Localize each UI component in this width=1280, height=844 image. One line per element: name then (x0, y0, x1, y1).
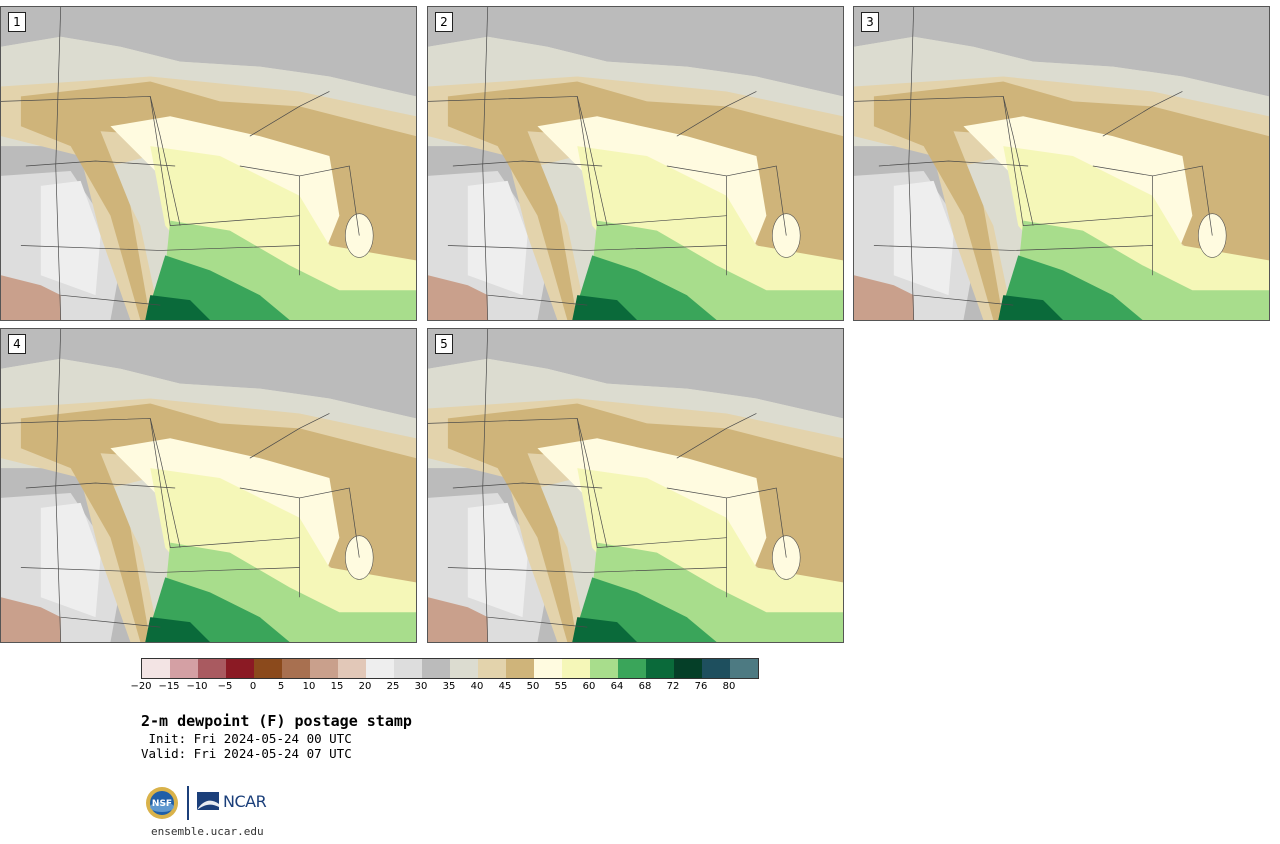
ensemble-member-panel-3: 3 (853, 6, 1270, 321)
color-scale-swatch (478, 659, 506, 678)
color-scale-tick-label: 64 (610, 681, 624, 692)
color-scale-swatch (142, 659, 170, 678)
color-scale-swatch (506, 659, 534, 678)
color-scale-swatch (310, 659, 338, 678)
color-scale-swatch (226, 659, 254, 678)
color-scale-tick-label: 80 (722, 681, 736, 692)
color-scale-swatch (198, 659, 226, 678)
panel-number: 4 (8, 334, 26, 354)
panel-number: 3 (861, 12, 879, 32)
panel-number: 5 (435, 334, 453, 354)
dewpoint-map (428, 329, 843, 642)
color-scale-tick-label: −15 (158, 681, 180, 692)
color-scale-swatch (170, 659, 198, 678)
color-scale-swatch (646, 659, 674, 678)
color-scale-tick-label: 55 (554, 681, 568, 692)
svg-text:NSF: NSF (152, 799, 172, 809)
color-scale-swatch (282, 659, 310, 678)
color-scale-swatch (730, 659, 758, 678)
color-scale-tick-label: 72 (666, 681, 680, 692)
color-scale-swatch (422, 659, 450, 678)
color-scale-swatch (674, 659, 702, 678)
ensemble-member-panel-4: 4 (0, 328, 417, 643)
color-scale-swatch (450, 659, 478, 678)
color-scale-tick-label: 10 (302, 681, 316, 692)
ensemble-member-panel-5: 5 (427, 328, 844, 643)
color-scale-tick-label: −10 (186, 681, 208, 692)
color-scale-tick-label: 30 (414, 681, 428, 692)
color-scale-swatch (254, 659, 282, 678)
color-scale-tick-label: 45 (498, 681, 512, 692)
color-scale-swatch (338, 659, 366, 678)
color-scale-tick-label: 35 (442, 681, 456, 692)
color-scale-swatch (394, 659, 422, 678)
dewpoint-map (1, 7, 416, 320)
color-scale-swatch (590, 659, 618, 678)
product-title: 2-m dewpoint (F) postage stamp (141, 712, 412, 730)
init-time: Init: Fri 2024-05-24 00 UTC (141, 731, 352, 746)
color-scale-swatch (562, 659, 590, 678)
valid-time: Valid: Fri 2024-05-24 07 UTC (141, 746, 352, 761)
color-scale-tick-label: 40 (470, 681, 484, 692)
color-scale-tick-label: −5 (217, 681, 233, 692)
color-scale-tick-label: 25 (386, 681, 400, 692)
color-scale-bar (141, 658, 759, 679)
ensemble-member-panel-1: 1 (0, 6, 417, 321)
dewpoint-map (1, 329, 416, 642)
ncar-logo-icon (197, 792, 219, 810)
color-scale-tick-label: 60 (582, 681, 596, 692)
panel-number: 1 (8, 12, 26, 32)
color-scale-tick-label: 0 (249, 681, 257, 692)
logo-divider (187, 786, 189, 820)
color-scale-tick-label: 20 (358, 681, 372, 692)
nsf-logo-icon: NSF (146, 787, 178, 819)
panel-number: 2 (435, 12, 453, 32)
color-scale-tick-label: 68 (638, 681, 652, 692)
ensemble-member-panel-2: 2 (427, 6, 844, 321)
color-scale-swatch (702, 659, 730, 678)
dewpoint-map (854, 7, 1269, 320)
dewpoint-map (428, 7, 843, 320)
color-scale-tick-label: 76 (694, 681, 708, 692)
color-scale-tick-label: 15 (330, 681, 344, 692)
color-scale-swatch (618, 659, 646, 678)
color-scale-tick-label: 5 (277, 681, 285, 692)
color-scale-swatch (534, 659, 562, 678)
color-scale-swatch (366, 659, 394, 678)
color-scale-tick-label: 50 (526, 681, 540, 692)
color-scale-tick-label: −20 (130, 681, 152, 692)
site-url: ensemble.ucar.edu (151, 825, 264, 838)
ncar-wordmark: NCAR (223, 792, 267, 811)
